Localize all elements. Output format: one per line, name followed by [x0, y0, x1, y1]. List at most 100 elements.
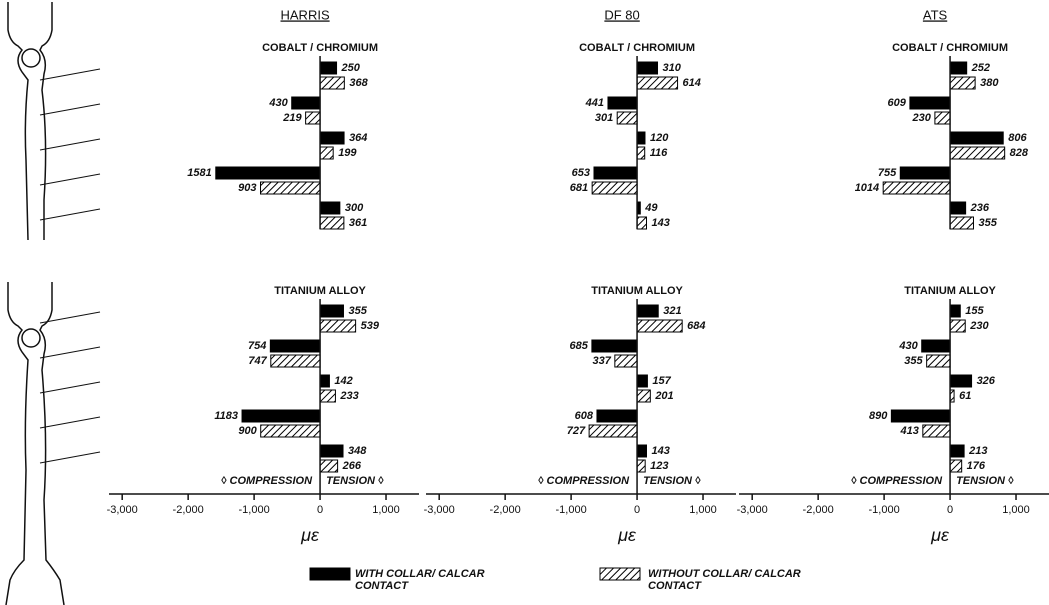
value-label: 355 [348, 305, 367, 317]
value-label: 143 [651, 445, 669, 457]
value-label: 828 [1010, 147, 1029, 159]
value-label: 61 [959, 390, 971, 402]
value-label: 755 [878, 167, 897, 179]
axis-label: με [617, 525, 637, 545]
value-label: 614 [683, 77, 701, 89]
axis-label: με [300, 525, 320, 545]
bar [950, 375, 972, 387]
x-tick-label: -2,000 [173, 504, 204, 516]
x-tick-label: -2,000 [490, 504, 521, 516]
column-title: DF 80 [604, 7, 639, 22]
bar [950, 62, 967, 74]
chart: HARRISDF 80ATSCOBALT / CHROMIUM250430364… [0, 0, 1049, 605]
panel-subtitle: COBALT / CHROMIUM [262, 42, 378, 54]
x-tick-label: -1,000 [869, 504, 900, 516]
bar [950, 147, 1005, 159]
x-tick-label: 1,000 [689, 504, 717, 516]
bar [597, 410, 637, 422]
leader-line [40, 139, 100, 150]
column-title: ATS [923, 7, 948, 22]
x-tick-label: -1,000 [556, 504, 587, 516]
value-label: 1183 [214, 410, 238, 422]
value-label: 230 [912, 112, 932, 124]
bar [615, 355, 637, 367]
value-label: 368 [349, 77, 368, 89]
bar [910, 97, 950, 109]
value-label: 123 [650, 460, 668, 472]
value-label: 157 [652, 375, 671, 387]
x-tick-label: 0 [317, 504, 323, 516]
value-label: 310 [663, 62, 682, 74]
value-label: 1581 [187, 167, 211, 179]
value-label: 608 [575, 410, 594, 422]
bar [216, 167, 320, 179]
bar [320, 62, 336, 74]
value-label: 355 [978, 217, 997, 229]
bar [637, 217, 646, 229]
value-label: 413 [899, 425, 918, 437]
value-label: 754 [248, 340, 266, 352]
bar [950, 305, 960, 317]
leader-line [40, 452, 100, 463]
annotation: TENSION ◊ [643, 475, 701, 487]
femur-top [8, 2, 52, 240]
bar [594, 167, 637, 179]
value-label: 230 [969, 320, 989, 332]
bar [589, 425, 637, 437]
value-label: 300 [345, 202, 364, 214]
value-label: 685 [570, 340, 589, 352]
leader-line [40, 209, 100, 220]
bar [617, 112, 637, 124]
bar [320, 320, 356, 332]
bar [592, 182, 637, 194]
value-label: 250 [341, 62, 361, 74]
bar [637, 320, 682, 332]
legend-label: WITHOUT COLLAR/ CALCAR CONTACT [648, 568, 818, 592]
value-label: 806 [1008, 132, 1027, 144]
leader-line [40, 417, 100, 428]
value-label: 233 [339, 390, 358, 402]
bar [608, 97, 637, 109]
panel-subtitle: TITANIUM ALLOY [274, 285, 366, 297]
value-label: 653 [572, 167, 590, 179]
bar [270, 340, 320, 352]
bar [637, 77, 677, 89]
femur-bottom [6, 282, 64, 605]
legend-swatch [600, 568, 640, 580]
value-label: 355 [904, 355, 923, 367]
bar [320, 77, 344, 89]
leader-line [40, 104, 100, 115]
column-title: HARRIS [281, 7, 330, 22]
annotation: ◊ COMPRESSION [851, 475, 943, 487]
value-label: 441 [585, 97, 604, 109]
value-label: 681 [570, 182, 588, 194]
bar [306, 112, 320, 124]
panel-subtitle: COBALT / CHROMIUM [579, 42, 695, 54]
value-label: 430 [268, 97, 288, 109]
bar [320, 375, 329, 387]
value-label: 903 [238, 182, 256, 194]
axis-label: με [930, 525, 950, 545]
bar [923, 425, 950, 437]
bar [320, 305, 343, 317]
value-label: 301 [595, 112, 613, 124]
value-label: 176 [967, 460, 986, 472]
bar [320, 147, 333, 159]
value-label: 252 [971, 62, 990, 74]
legend-swatch [310, 568, 350, 580]
value-label: 321 [663, 305, 681, 317]
bar [242, 410, 320, 422]
bar [320, 217, 344, 229]
value-label: 890 [869, 410, 888, 422]
bar [637, 445, 646, 457]
bar [950, 445, 964, 457]
leader-line [40, 174, 100, 185]
x-tick-label: -3,000 [737, 504, 768, 516]
bar [637, 132, 645, 144]
bar [935, 112, 950, 124]
bar [637, 147, 645, 159]
annotation: TENSION ◊ [956, 475, 1014, 487]
bar [891, 410, 950, 422]
x-tick-label: -3,000 [107, 504, 138, 516]
bar [320, 132, 344, 144]
